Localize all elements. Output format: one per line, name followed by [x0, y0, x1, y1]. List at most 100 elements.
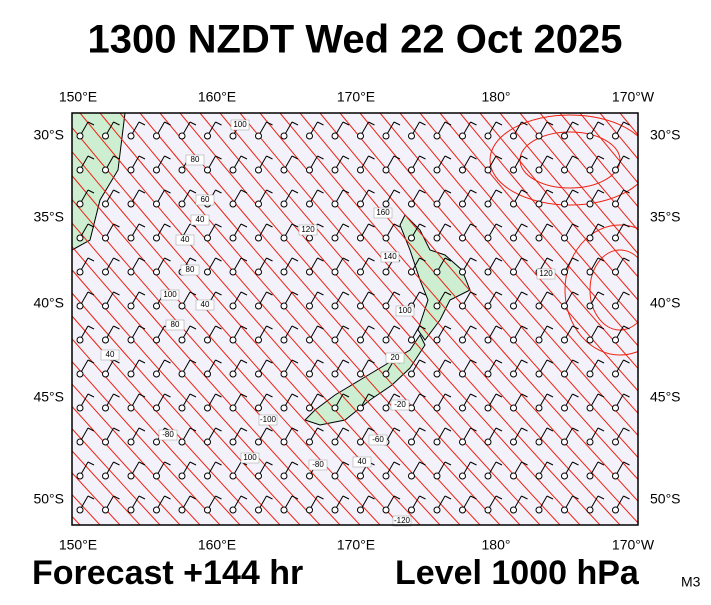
- isobar: [72, 222, 341, 525]
- forecast-label: Forecast +144 hr: [32, 554, 303, 592]
- barb-station: [408, 472, 415, 480]
- barb-station: [102, 268, 109, 276]
- barb-flag: [291, 359, 299, 364]
- barb-station: [459, 336, 466, 344]
- barb-station: [586, 370, 594, 378]
- contour-label: -80: [312, 460, 324, 469]
- barb-flag: [597, 495, 605, 500]
- isobar: [489, 114, 638, 206]
- barb-flag: [546, 189, 554, 194]
- barb-station: [535, 438, 543, 446]
- barb-flag: [113, 325, 120, 330]
- barb-flag: [215, 427, 222, 432]
- barb-station: [612, 132, 619, 140]
- barb-flag: [113, 393, 120, 398]
- barb-flag: [597, 291, 605, 296]
- barb-station: [586, 336, 594, 344]
- barb-flag: [521, 121, 528, 126]
- barb-flag: [266, 393, 273, 398]
- barb-flag: [521, 257, 528, 262]
- contour-label-box: [158, 429, 178, 441]
- barb-flag: [215, 155, 222, 160]
- barb-station: [484, 132, 492, 140]
- barb-station: [306, 438, 313, 446]
- contour-label: 120: [301, 225, 315, 234]
- contour-label-box: [395, 305, 415, 317]
- barb-station: [612, 234, 619, 242]
- barb-flag: [113, 189, 120, 194]
- barb-station: [586, 404, 594, 412]
- barb-flag: [521, 427, 528, 432]
- barb-station: [433, 404, 441, 412]
- barb-station: [255, 200, 262, 208]
- barb-flag: [444, 427, 452, 432]
- isobar: [579, 113, 638, 184]
- barb-flag: [419, 291, 426, 296]
- isobar: [519, 131, 621, 189]
- barb-station: [178, 166, 186, 174]
- barb-station: [586, 506, 594, 514]
- barb-flag: [444, 155, 452, 160]
- barb-station: [484, 268, 492, 276]
- barb-station: [153, 472, 160, 480]
- barb-station: [357, 472, 364, 480]
- barb-flag: [113, 121, 120, 126]
- barb-station: [306, 200, 313, 208]
- latitude-label: 45°S: [33, 389, 64, 405]
- contour-label-box: [368, 434, 388, 446]
- barb-station: [561, 166, 568, 174]
- barb-flag: [291, 121, 299, 126]
- barb-station: [229, 234, 237, 242]
- barb-station: [408, 404, 415, 412]
- barb-station: [433, 438, 441, 446]
- barb-flag: [597, 223, 605, 228]
- barb-flag: [215, 257, 222, 262]
- barb-station: [204, 336, 211, 344]
- barb-flag: [189, 291, 197, 296]
- barb-flag: [419, 121, 426, 126]
- isobar: [72, 174, 381, 525]
- isobar: [319, 113, 638, 481]
- barb-flag: [368, 189, 375, 194]
- barb-flag: [444, 257, 452, 262]
- barb-flag: [470, 461, 477, 466]
- barb-station: [204, 268, 211, 276]
- barb-flag: [368, 291, 375, 296]
- barb-flag: [240, 155, 248, 160]
- barb-station: [357, 506, 364, 514]
- isobar: [499, 113, 638, 278]
- barb-station: [178, 336, 186, 344]
- barb-station: [510, 438, 517, 446]
- barb-station: [433, 302, 441, 310]
- barb-flag: [138, 393, 146, 398]
- barb-flag: [317, 359, 324, 364]
- barb-flag: [623, 223, 630, 228]
- contour-labels: 100 80 60 40 40 100 40 80 120 160 140 100 120 80 40 20 -…: [100, 119, 556, 527]
- barb-station: [178, 438, 186, 446]
- barb-station: [76, 302, 84, 310]
- barb-flag: [266, 325, 273, 330]
- barb-station: [408, 336, 415, 344]
- barb-station: [255, 234, 262, 242]
- barb-flag: [623, 121, 630, 126]
- barb-station: [127, 302, 135, 310]
- barb-flag: [546, 461, 554, 466]
- barb-flag: [342, 291, 350, 296]
- barb-flag: [240, 223, 248, 228]
- barb-station: [153, 200, 160, 208]
- barb-flag: [623, 325, 630, 330]
- barb-station: [357, 302, 364, 310]
- barb-flag: [291, 155, 299, 160]
- isobar: [219, 113, 581, 525]
- barb-flag: [342, 427, 350, 432]
- barb-flag: [521, 223, 528, 228]
- barb-station: [229, 268, 237, 276]
- barb-station: [204, 506, 211, 514]
- contour-label: -120: [394, 516, 411, 525]
- barb-station: [331, 234, 339, 242]
- barb-flag: [189, 257, 197, 262]
- barb-station: [127, 268, 135, 276]
- barb-station: [382, 132, 390, 140]
- barb-flag: [419, 257, 426, 262]
- barb-station: [306, 404, 313, 412]
